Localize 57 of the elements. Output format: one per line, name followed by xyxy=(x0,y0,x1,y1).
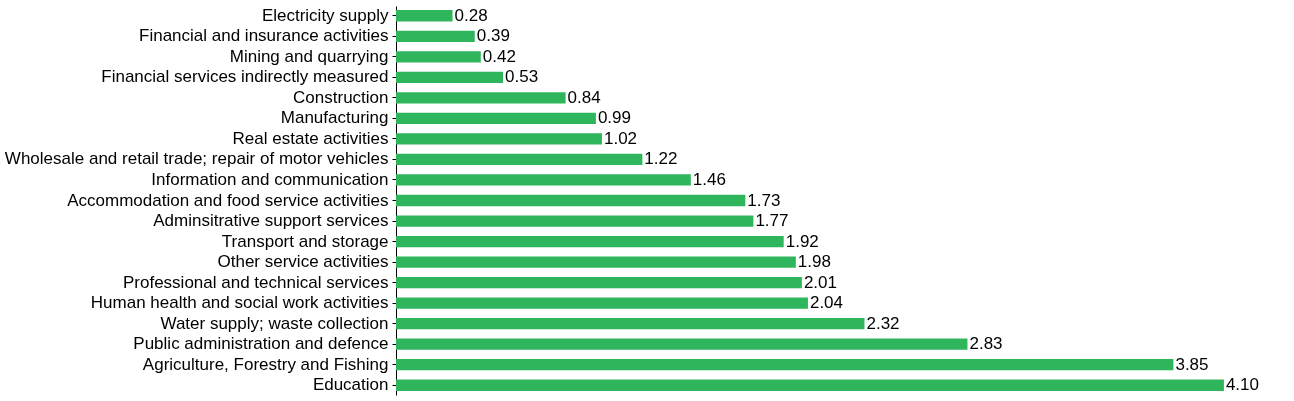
y-tick-label: Human health and social work activities xyxy=(90,293,389,313)
bar xyxy=(396,318,865,330)
bar xyxy=(396,71,504,83)
bar xyxy=(396,215,754,227)
y-tick-label: Accommodation and food service activities xyxy=(67,190,389,210)
data-label: 0.28 xyxy=(454,5,488,25)
data-label: 0.99 xyxy=(597,108,631,128)
data-label: 1.02 xyxy=(603,128,638,148)
y-tick-label: Financial and insurance activities xyxy=(139,26,389,46)
y-tick-label: Wholesale and retail trade; repair of motor vehicles xyxy=(4,149,389,169)
data-label: 0.53 xyxy=(505,67,539,87)
y-tick-label: Real estate activities xyxy=(232,128,389,148)
data-label: 1.92 xyxy=(785,231,819,251)
bar xyxy=(396,338,968,350)
bar xyxy=(396,153,643,166)
data-label: 1.77 xyxy=(755,211,789,231)
data-label: 1.98 xyxy=(797,252,831,272)
data-label: 1.46 xyxy=(692,169,726,189)
data-label: 4.10 xyxy=(1225,375,1259,395)
y-tick-label: Electricity supply xyxy=(261,5,389,25)
bar xyxy=(396,276,802,289)
y-tick-label: Financial services indirectly measured xyxy=(101,67,389,87)
bar xyxy=(396,256,796,268)
bar xyxy=(396,235,784,248)
y-tick-label: Transport and storage xyxy=(221,231,389,251)
data-label: 1.22 xyxy=(644,149,678,169)
y-tick-label: Mining and quarrying xyxy=(229,46,389,66)
y-tick-label: Manufacturing xyxy=(280,108,389,128)
bar xyxy=(396,174,691,186)
bar xyxy=(396,112,596,125)
data-label: 2.83 xyxy=(969,334,1003,354)
y-tick-label: Professional and technical services xyxy=(122,272,389,292)
data-label: 1.73 xyxy=(747,190,781,210)
data-label: 0.42 xyxy=(482,46,516,66)
bar xyxy=(396,30,475,42)
data-label: 2.32 xyxy=(866,313,900,333)
y-tick-label: Construction xyxy=(293,87,389,107)
y-tick-label: Education xyxy=(312,375,389,395)
bar xyxy=(396,133,602,145)
y-tick-label: Information and communication xyxy=(151,169,389,189)
data-label: 2.01 xyxy=(803,272,837,292)
y-tick-label: Adminsitrative support services xyxy=(153,211,389,231)
data-label: 2.04 xyxy=(809,293,844,313)
data-label: 3.85 xyxy=(1175,354,1209,374)
bar xyxy=(396,51,481,63)
bar xyxy=(396,359,1174,371)
bar xyxy=(396,10,453,22)
bar xyxy=(396,92,566,104)
bar xyxy=(396,194,746,207)
bar xyxy=(396,297,808,309)
y-tick-label: Public administration and defence xyxy=(133,334,389,354)
y-tick-label: Other service activities xyxy=(217,252,389,272)
y-tick-label: Water supply; waste collection xyxy=(160,313,389,333)
data-label: 0.39 xyxy=(476,26,510,46)
y-tick-label: Agriculture, Forestry and Fishing xyxy=(142,354,389,374)
data-label: 0.84 xyxy=(567,87,601,107)
bar xyxy=(396,379,1224,391)
